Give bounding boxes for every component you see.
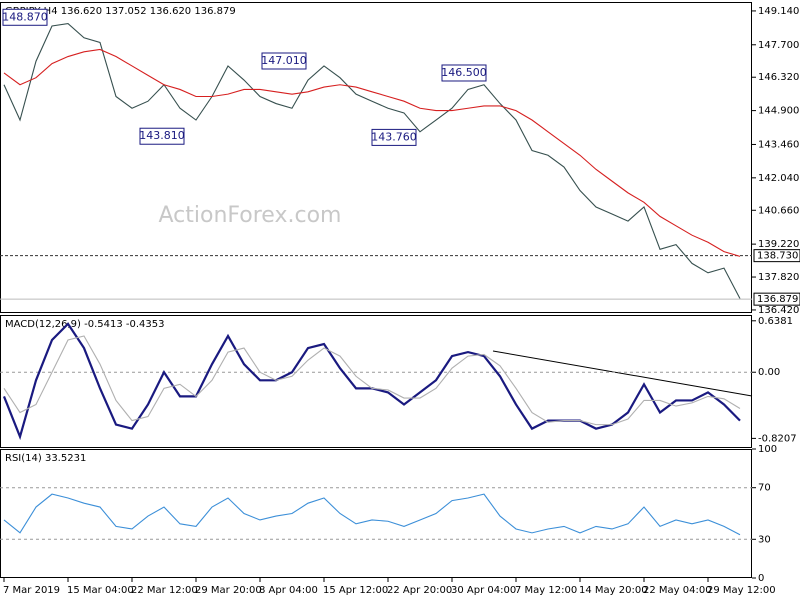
panel-title: GBPJPY,H4 136.620 137.052 136.620 136.87… <box>5 6 236 17</box>
y-tick-label: 147.700 <box>758 40 799 51</box>
y-tick-label: 137.820 <box>758 272 799 283</box>
y-tick-label: 142.040 <box>758 173 799 184</box>
last-price-tag <box>753 292 800 306</box>
y-tick-label: 139.220 <box>758 239 799 250</box>
panel-frame <box>0 315 752 448</box>
x-tick-label: 22 May 04:00 <box>643 585 712 596</box>
x-tick-label: 22 Apr 20:00 <box>387 585 452 596</box>
level-tag <box>753 249 800 263</box>
series-line <box>3 48 741 257</box>
y-tick-label: 30 <box>758 534 771 545</box>
x-tick-label: 22 Mar 12:00 <box>131 585 198 596</box>
annotation-label: 143.760 <box>371 130 417 143</box>
annotation-box <box>261 52 307 70</box>
panel-frame <box>0 2 752 313</box>
series-line <box>2 322 741 441</box>
panel-title: RSI(14) 33.5231 <box>5 453 86 464</box>
y-tick-label: 0.6381 <box>758 316 793 327</box>
x-tick-label: 15 Apr 12:00 <box>323 585 388 596</box>
level-label: 138.730 <box>757 251 798 262</box>
series-line <box>3 23 741 299</box>
y-tick-label: 136.420 <box>758 305 799 316</box>
last-price-label: 136.879 <box>757 294 798 305</box>
panel-title: MACD(12,26,9) -0.5413 -0.4353 <box>5 319 165 330</box>
y-tick-label: 70 <box>758 483 771 494</box>
x-tick-label: 7 Mar 2019 <box>3 585 60 596</box>
x-tick-label: 29 Mar 20:00 <box>195 585 262 596</box>
x-tick-label: 8 Apr 04:00 <box>259 585 318 596</box>
annotation-box <box>2 8 48 26</box>
y-tick-label: 100 <box>758 444 777 455</box>
trend-line <box>492 350 753 397</box>
x-tick-label: 29 May 12:00 <box>707 585 776 596</box>
y-tick-label: 143.460 <box>758 139 799 150</box>
annotation-label: 146.500 <box>441 66 487 79</box>
series-line <box>3 335 741 426</box>
series-line <box>3 493 741 536</box>
annotation-box <box>139 127 185 145</box>
annotation-box <box>441 64 487 82</box>
watermark: ActionForex.com <box>159 203 342 228</box>
x-tick-label: 15 Mar 04:00 <box>67 585 134 596</box>
annotation-label: 147.010 <box>261 54 307 67</box>
x-tick-label: 14 May 20:00 <box>579 585 648 596</box>
y-tick-label: 144.900 <box>758 106 799 117</box>
y-tick-label: 149.140 <box>758 6 799 17</box>
y-tick-label: 146.320 <box>758 72 799 83</box>
panel-frame <box>0 449 752 578</box>
annotation-box <box>371 128 417 146</box>
annotation-label: 143.810 <box>139 129 185 142</box>
x-tick-label: 7 May 12:00 <box>515 585 577 596</box>
y-tick-label: 0 <box>758 573 764 584</box>
y-tick-label: 140.660 <box>758 205 799 216</box>
annotation-label: 148.870 <box>2 10 48 23</box>
y-tick-label: 0.00 <box>758 367 780 378</box>
y-tick-label: -0.8207 <box>758 433 797 444</box>
x-tick-label: 30 Apr 04:00 <box>451 585 516 596</box>
